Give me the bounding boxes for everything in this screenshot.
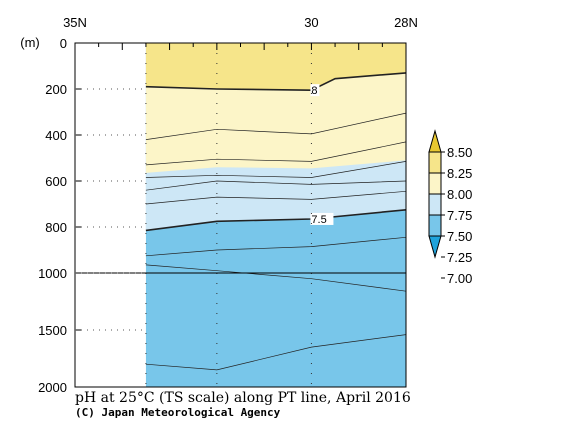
contour-label-bg xyxy=(310,212,334,225)
contour-line xyxy=(145,180,407,191)
colorbar-label: 8.25 xyxy=(447,166,472,181)
y-axis-label: (m) xyxy=(20,35,40,50)
x-tick-label: 35N xyxy=(63,15,87,30)
colorbar-label: 8.50 xyxy=(447,145,472,160)
colorbar-label: 8.00 xyxy=(447,187,472,202)
colorbar-label: 7.00 xyxy=(447,271,472,286)
y-tick-label: 1500 xyxy=(38,323,67,338)
credit-text: (C) Japan Meteorological Agency xyxy=(75,406,281,419)
colorbar-segment xyxy=(428,214,442,237)
y-tick-label: 0 xyxy=(60,36,67,51)
contour-line xyxy=(145,141,407,166)
fill-above-8-0 xyxy=(145,43,406,91)
contour-line xyxy=(145,334,407,371)
colorbar-label: 7.50 xyxy=(447,229,472,244)
contour-label-bg xyxy=(310,84,320,97)
x-tick-label: 30 xyxy=(304,15,318,30)
y-tick-label: 400 xyxy=(45,128,67,143)
colorbar-cap-top xyxy=(428,129,442,153)
contour-line xyxy=(145,264,407,292)
colorbar-segment xyxy=(428,151,442,174)
contour-fills xyxy=(145,43,406,387)
chart-caption: pH at 25°C (TS scale) along PT line, Apr… xyxy=(75,390,411,406)
colorbar: 8.50 8.25 8.00 7.75 7.50 7.25 7.00 xyxy=(428,129,472,286)
contour-label: 7.5 xyxy=(311,214,326,226)
axes: 35N 30 28N (m) 0 200 400 600 800 1000 1500 2000 xyxy=(20,15,418,395)
colorbar-label: 7.75 xyxy=(447,208,472,223)
contour-line xyxy=(145,161,407,178)
colorbar-cap-bottom xyxy=(428,235,442,259)
x-tick-label: 28N xyxy=(394,15,418,30)
y-tick-label: 2000 xyxy=(38,380,67,395)
contour-line xyxy=(145,209,407,232)
colorbar-segment xyxy=(428,193,442,216)
contour-line xyxy=(145,236,407,257)
colorbar-segment xyxy=(428,172,442,195)
y-tick-label: 800 xyxy=(45,220,67,235)
colorbar-label: 7.25 xyxy=(447,250,472,265)
contour-label: 8 xyxy=(311,85,317,97)
contour-lines: 87.5 xyxy=(145,43,407,387)
y-tick-label: 200 xyxy=(45,82,67,97)
contour-line xyxy=(145,190,407,205)
y-tick-label: 600 xyxy=(45,174,67,189)
contour-line xyxy=(145,112,407,140)
y-tick-label: 1000 xyxy=(38,266,67,281)
